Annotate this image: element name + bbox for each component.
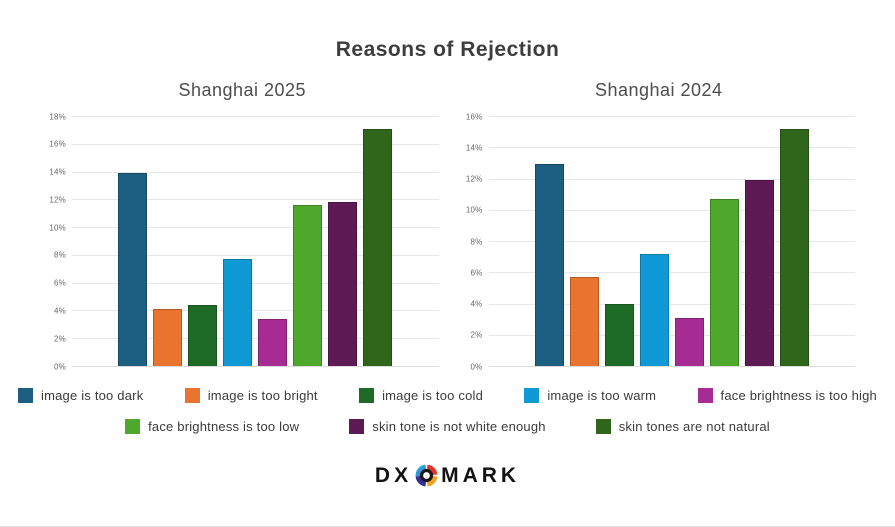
gridline: 2% <box>54 334 439 343</box>
legend-row: image is too dark image is too bright imag… <box>18 388 877 403</box>
gridline: 10% <box>49 223 439 232</box>
chart-subtitle: Shanghai 2025 <box>178 80 307 100</box>
bar-image-is-too-dark <box>534 164 564 366</box>
y-tick-label: 10% <box>49 223 66 233</box>
bar-image-is-too-cold <box>604 303 634 366</box>
dxomark-o-icon <box>415 464 438 487</box>
y-tick-label: 2% <box>470 330 483 340</box>
y-tick-label: 16% <box>49 139 66 149</box>
gridline: 6% <box>471 268 855 277</box>
bar-face-brightness-is-too-low <box>293 204 323 366</box>
legend-item-face-brightness-is-too-high: face brightness is too high <box>697 388 877 403</box>
y-tick-label: 6% <box>54 278 66 288</box>
gridline: 2% <box>471 331 855 340</box>
bar-skin-tone-is-not-white-enough <box>328 202 358 366</box>
legend: image is too dark image is too bright imag… <box>0 388 895 434</box>
legend-item-skin-tones-are-not-natural: skin tones are not natural <box>595 419 770 434</box>
charts-row: Shanghai 2025 18% 16% 14% 12% 10% 8% 6% 4% 2% 0% … <box>0 80 895 371</box>
y-tick-label: 0% <box>54 362 66 371</box>
bar-skin-tone-is-not-white-enough <box>744 180 774 366</box>
bar-image-is-too-warm <box>223 259 253 366</box>
bar-image-is-too-cold <box>188 304 218 366</box>
bar-skin-tones-are-not-natural <box>363 128 393 366</box>
legend-swatch <box>18 388 33 403</box>
y-tick-label: 12% <box>465 174 483 184</box>
legend-item-image-is-too-bright: image is too bright <box>184 388 318 403</box>
legend-label: image is too cold <box>382 388 484 403</box>
y-tick-label: 14% <box>49 167 66 177</box>
bar-image-is-too-dark <box>118 172 148 366</box>
y-tick-label: 8% <box>54 250 66 260</box>
plot-area: 18% 16% 14% 12% 10% 8% 6% 4% 2% 0% <box>49 112 439 371</box>
legend-swatch <box>184 388 200 403</box>
chart-subtitle: Shanghai 2024 <box>594 80 723 100</box>
legend-item-image-is-too-cold: image is too cold <box>359 388 483 403</box>
gridline: 12% <box>466 175 855 184</box>
y-tick-label: 16% <box>465 112 483 121</box>
legend-swatch <box>349 419 365 434</box>
logo-text-left: DX <box>374 463 413 487</box>
bar-image-is-too-bright <box>153 309 183 366</box>
figure-title: Reasons of Rejection <box>335 38 560 61</box>
legend-item-face-brightness-is-too-low: face brightness is too low <box>125 419 299 434</box>
bars-row <box>489 116 856 366</box>
legend-item-image-is-too-warm: image is too warm <box>524 388 656 403</box>
gridline: 12% <box>49 195 439 204</box>
bar-image-is-too-warm <box>639 253 669 366</box>
y-tick-label: 8% <box>470 237 483 246</box>
y-tick-label: 10% <box>465 205 483 215</box>
chart-shanghai-2024: Shanghai 2024 16% 14% 12% 10% 8% 6% 4% 2% 0% <box>451 80 868 371</box>
y-tick-label: 2% <box>54 334 66 344</box>
bar-face-brightness-is-too-low <box>709 198 739 366</box>
gridline: 0% <box>471 362 855 371</box>
y-tick-label: 6% <box>470 268 483 278</box>
bar-skin-tones-are-not-natural <box>779 128 809 366</box>
legend-label: skin tones are not natural <box>618 419 770 434</box>
gridline: 14% <box>49 168 439 177</box>
bar-face-brightness-is-too-high <box>258 318 288 366</box>
legend-label: image is too dark <box>41 388 144 403</box>
y-tick-label: 14% <box>465 143 483 153</box>
bar-image-is-too-bright <box>569 276 599 366</box>
bar-face-brightness-is-too-high <box>674 317 704 366</box>
legend-label: skin tone is not white enough <box>372 419 546 434</box>
legend-swatch <box>524 388 540 403</box>
gridline: 14% <box>466 143 855 152</box>
gridline: 4% <box>54 306 439 315</box>
legend-label: image is too bright <box>207 388 318 403</box>
y-tick-label: 12% <box>49 195 66 205</box>
legend-swatch <box>595 419 611 434</box>
legend-label: face brightness is too low <box>148 419 300 434</box>
legend-label: face brightness is too high <box>720 388 877 403</box>
y-tick-label: 4% <box>470 299 483 309</box>
y-tick-label: 18% <box>49 112 66 121</box>
logo-text-right: MARK <box>441 463 521 487</box>
legend-swatch <box>359 388 375 403</box>
dxomark-logo: DX MARK <box>0 463 895 488</box>
gridline: 4% <box>471 300 855 309</box>
legend-row: face brightness is too low skin tone is n… <box>18 419 877 434</box>
gridline: 8% <box>471 237 855 246</box>
gridline: 6% <box>54 279 439 288</box>
gridline: 18% <box>49 112 439 121</box>
chart-shanghai-2025: Shanghai 2025 18% 16% 14% 12% 10% 8% 6% 4% 2% 0% <box>34 80 451 371</box>
plot-area: 16% 14% 12% 10% 8% 6% 4% 2% 0% <box>466 112 856 371</box>
legend-label: image is too warm <box>547 388 657 403</box>
legend-item-image-is-too-dark: image is too dark <box>18 388 143 403</box>
gridline: 16% <box>466 112 855 121</box>
gridline: 16% <box>49 140 439 149</box>
gridline: 0% <box>54 362 439 371</box>
gridline: 10% <box>466 206 855 215</box>
bars-row <box>72 116 439 366</box>
legend-swatch <box>125 419 141 434</box>
y-tick-label: 0% <box>470 362 483 371</box>
legend-item-skin-tone-is-not-white-enough: skin tone is not white enough <box>349 419 546 434</box>
y-tick-label: 4% <box>54 306 66 316</box>
gridline: 8% <box>54 251 439 260</box>
legend-swatch <box>697 388 713 403</box>
